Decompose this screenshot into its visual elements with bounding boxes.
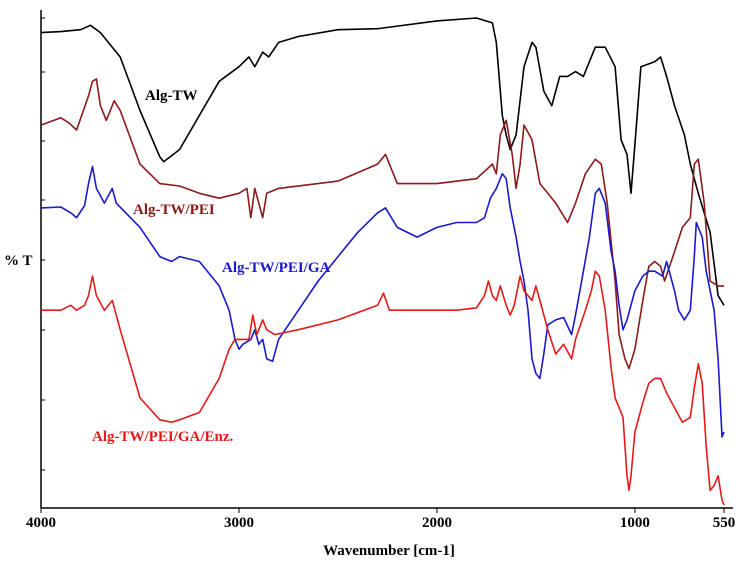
series-labels: Alg-TW Alg-TW/PEI Alg-TW/PEI/GA Alg-TW/PEI/… [92, 88, 331, 445]
x-axis-title: Wavenumber [cm-1] [323, 543, 455, 559]
series-label-4: Alg-TW/PEI/GA/Enz. [92, 429, 234, 445]
series-line-4 [41, 270, 725, 506]
series-label-2: Alg-TW/PEI [133, 202, 215, 218]
x-tick-label: 3000 [224, 515, 254, 531]
x-tick-label: 2000 [422, 515, 452, 531]
x-tick-label: 550 [713, 515, 736, 531]
y-axis-ticks [41, 17, 45, 471]
series-lines [40, 17, 725, 506]
series-line-1 [40, 17, 725, 306]
x-tick-label: 4000 [26, 515, 56, 531]
x-axis-ticks: 4000 3000 2000 1000 550 [26, 508, 735, 531]
series-line-3 [40, 165, 725, 438]
series-label-1: Alg-TW [145, 88, 198, 104]
series-label-3: Alg-TW/PEI/GA [222, 260, 331, 276]
x-tick-label: 1000 [620, 515, 650, 531]
y-axis-title: % T [4, 253, 32, 269]
series-line-2 [40, 78, 724, 370]
